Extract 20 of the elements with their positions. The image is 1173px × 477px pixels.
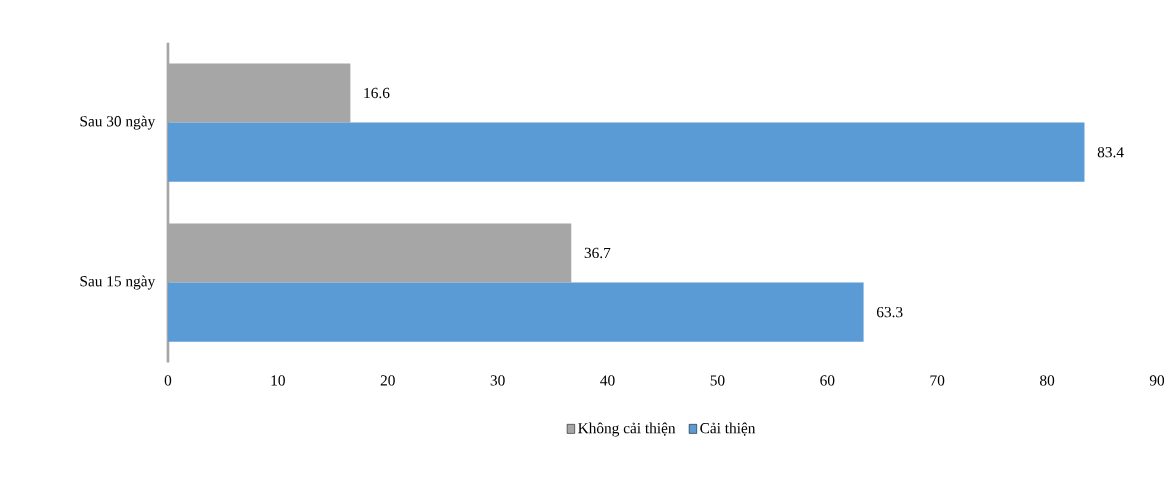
x-tick-label: 80 <box>1040 375 1055 386</box>
x-tick-label: 0 <box>164 375 172 386</box>
data-label: 16.6 <box>364 87 390 99</box>
data-label: 63.3 <box>876 306 903 318</box>
y-tick-label: Sau 30 ngày <box>80 115 156 130</box>
legend-label: Cải thiện <box>700 422 756 436</box>
x-tick-label: 20 <box>380 375 395 386</box>
x-tick-label: 70 <box>930 375 945 386</box>
x-tick-label: 90 <box>1149 375 1165 386</box>
x-tick-label: 50 <box>710 375 725 386</box>
data-label: 36.7 <box>584 247 611 259</box>
x-tick-label: 10 <box>271 375 285 386</box>
bar <box>167 282 864 342</box>
x-tick-label: 30 <box>490 375 505 386</box>
x-tick-label: 40 <box>600 375 615 386</box>
y-tick-label: Sau 15 ngày <box>80 275 156 290</box>
data-label: 83.4 <box>1097 146 1124 158</box>
x-tick-label: 60 <box>820 375 835 386</box>
bar <box>167 122 1085 182</box>
legend-label: Không cải thiện <box>578 422 676 437</box>
